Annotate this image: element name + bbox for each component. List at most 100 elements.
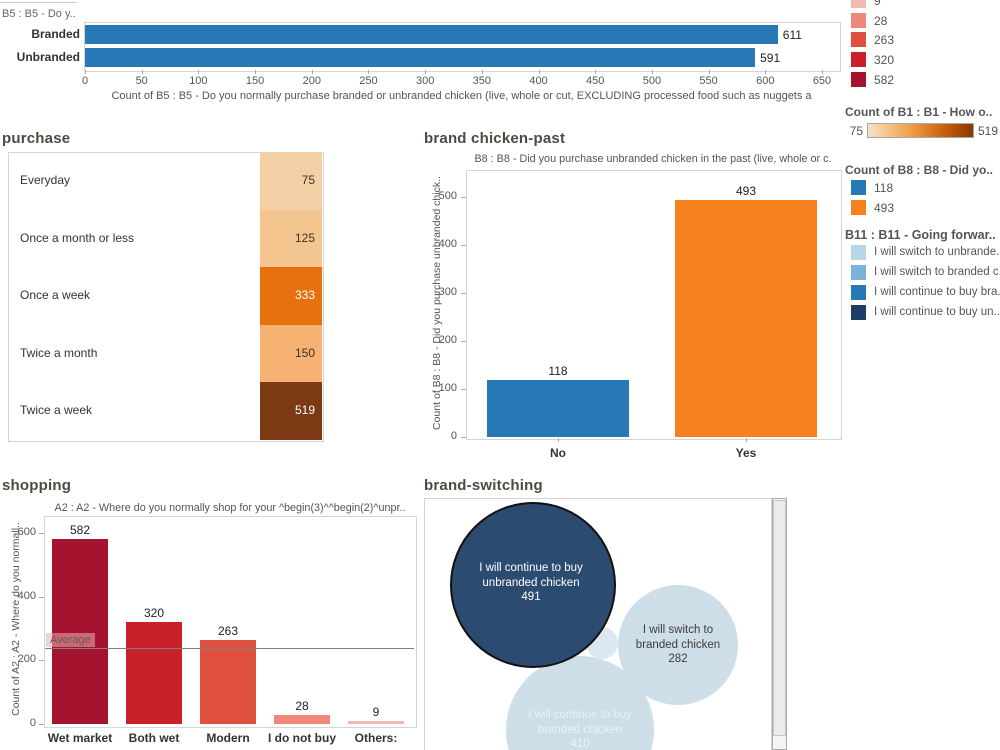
legend-b8-swatch[interactable] [851,180,866,195]
purchase-segment-4[interactable]: 150 [260,324,322,383]
brandpast-title: brand chicken-past [424,130,566,147]
brandpast-x-label: Yes [735,446,757,460]
shopping-y-tick-label: 0 [29,717,36,729]
brandswitching-title: brand-switching [424,477,543,494]
b5-x-tick [651,70,653,74]
b5-x-tick-label: 400 [529,75,548,87]
b5-x-tick-label: 250 [359,75,378,87]
brandpast-y-tick [461,341,466,342]
scrollbar-thumb[interactable] [773,500,786,736]
b5-x-tick [538,70,540,74]
b5-x-tick [255,70,257,74]
purchase-category-label: Once a month or less [20,230,135,245]
purchase-segment-5[interactable]: 519 [260,382,322,440]
brandpast-y-tick-label: 0 [450,430,457,442]
shopping-bar-4[interactable] [274,715,330,724]
b5-x-tick [141,70,143,74]
legend-a2-swatch[interactable] [851,32,866,47]
b5-x-tick-label: 100 [189,75,208,87]
shopping-title: shopping [2,477,72,494]
shopping-bar-1[interactable] [52,538,108,724]
shopping-bar-value: 263 [217,624,239,639]
bubble-i-will-switch-to-branded-chicken[interactable] [618,585,738,705]
shopping-x-label: Modern [206,731,250,745]
shopping-y-tick [39,660,44,662]
shopping-y-tick-label: 400 [17,589,36,602]
brandpast-bar-value: 118 [548,364,568,379]
b5-x-tick [311,70,313,74]
purchase-segment-3[interactable]: 333 [260,267,322,325]
brandpast-y-tick [461,389,466,390]
b5-x-tick [822,70,823,74]
shopping-bar-value: 582 [69,522,91,537]
brandswitching-plot-area: I will continue to buy branded chicken 410… [424,498,772,750]
legend-b11-swatch[interactable] [851,245,866,260]
shopping-y-tick-label: 600 [17,526,36,538]
legend-a2-swatch[interactable] [851,52,866,67]
b5-field-label: B5 : B5 - Do y.. [2,8,76,20]
purchase-segment-1[interactable]: 75 [260,152,322,210]
legend-b8-swatch[interactable] [851,200,866,215]
shopping-bar-3[interactable] [200,640,256,724]
legend-b11-swatch[interactable] [851,285,866,300]
legend-a2-swatch[interactable] [851,0,866,8]
brandpast-y-axis-title: Count of B8 : B8 - Did you purchase unbr… [431,176,443,430]
purchase-category-label: Everyday [20,173,71,187]
brandpast-bar-value: 493 [735,184,757,199]
brandpast-bar-no[interactable] [487,380,629,437]
b5-x-tick [85,70,86,74]
purchase-title: purchase [2,130,71,147]
brandpast-y-tick-label: 400 [438,238,457,250]
b5-x-tick-label: 350 [472,75,492,87]
b5-bar-value: 591 [760,51,781,65]
brandpast-bar-yes[interactable] [675,200,817,437]
legend-a2-label: 28 [874,14,888,28]
b5-axis-title: Count of B5 : B5 - Do you normally purch… [111,90,812,102]
b5-x-tick-label: 0 [81,75,89,87]
b5-bar-unbranded[interactable] [85,48,756,67]
legend-b11-label: I will continue to buy un.. [874,306,1000,318]
shopping-x-label: Both wet [128,731,180,745]
shopping-y-axis-title: Count of A2 : A2 - Where do you normall.… [10,522,22,716]
b5-bar-branded[interactable] [85,25,778,44]
purchase-segment-2[interactable]: 125 [260,209,322,268]
brandpast-x-label: No [550,446,566,460]
shopping-x-label: I do not buy [268,731,336,745]
legend-a2-swatch[interactable] [851,72,866,87]
brandpast-y-tick-label: 500 [438,190,457,202]
shopping-average-label: Average [46,632,95,647]
legend-b1-title: Count of B1 : B1 - How o.. [845,105,993,119]
brandpast-y-tick [461,437,466,438]
b5-x-tick-label: 550 [699,75,718,87]
b5-x-tick [708,70,710,74]
shopping-average-line [45,647,414,649]
legend-a2-label: 263 [874,33,895,47]
bubble-i-will-continue-to-buy-unbranded-chicken[interactable] [450,502,616,668]
b5-x-tick [198,70,200,74]
shopping-x-label: Wet market [47,731,113,745]
b5-row-label: Branded [31,27,80,41]
legend-a2-label: 320 [874,53,895,67]
shopping-bar-value: 28 [295,699,309,714]
b5-x-tick-label: 600 [756,75,775,87]
purchase-category-label: Once a week [20,288,91,303]
legend-b11-swatch[interactable] [851,265,866,280]
b5-row-label: Unbranded [16,50,80,64]
shopping-bar-5[interactable] [348,721,404,724]
shopping-bar-2[interactable] [126,622,182,724]
legend-b1-min: 75 [849,124,863,138]
b5-x-tick-label: 650 [812,75,832,87]
shopping-y-tick [39,533,44,534]
purchase-category-label: Twice a week [20,403,93,418]
brandpast-y-tick-label: 100 [438,382,457,394]
legend-a2-swatch[interactable] [851,13,866,28]
b5-x-tick-label: 50 [135,75,148,87]
b5-bar-value: 611 [782,28,802,42]
legend-a2-label: 9 [874,0,881,8]
brandpast-subtitle: B8 : B8 - Did you purchase unbranded chi… [474,153,832,165]
legend-b11-swatch[interactable] [851,305,866,320]
legend-b8-title: Count of B8 : B8 - Did yo.. [845,163,993,177]
brandpast-x-tick [558,438,559,442]
b5-x-tick [481,70,483,74]
